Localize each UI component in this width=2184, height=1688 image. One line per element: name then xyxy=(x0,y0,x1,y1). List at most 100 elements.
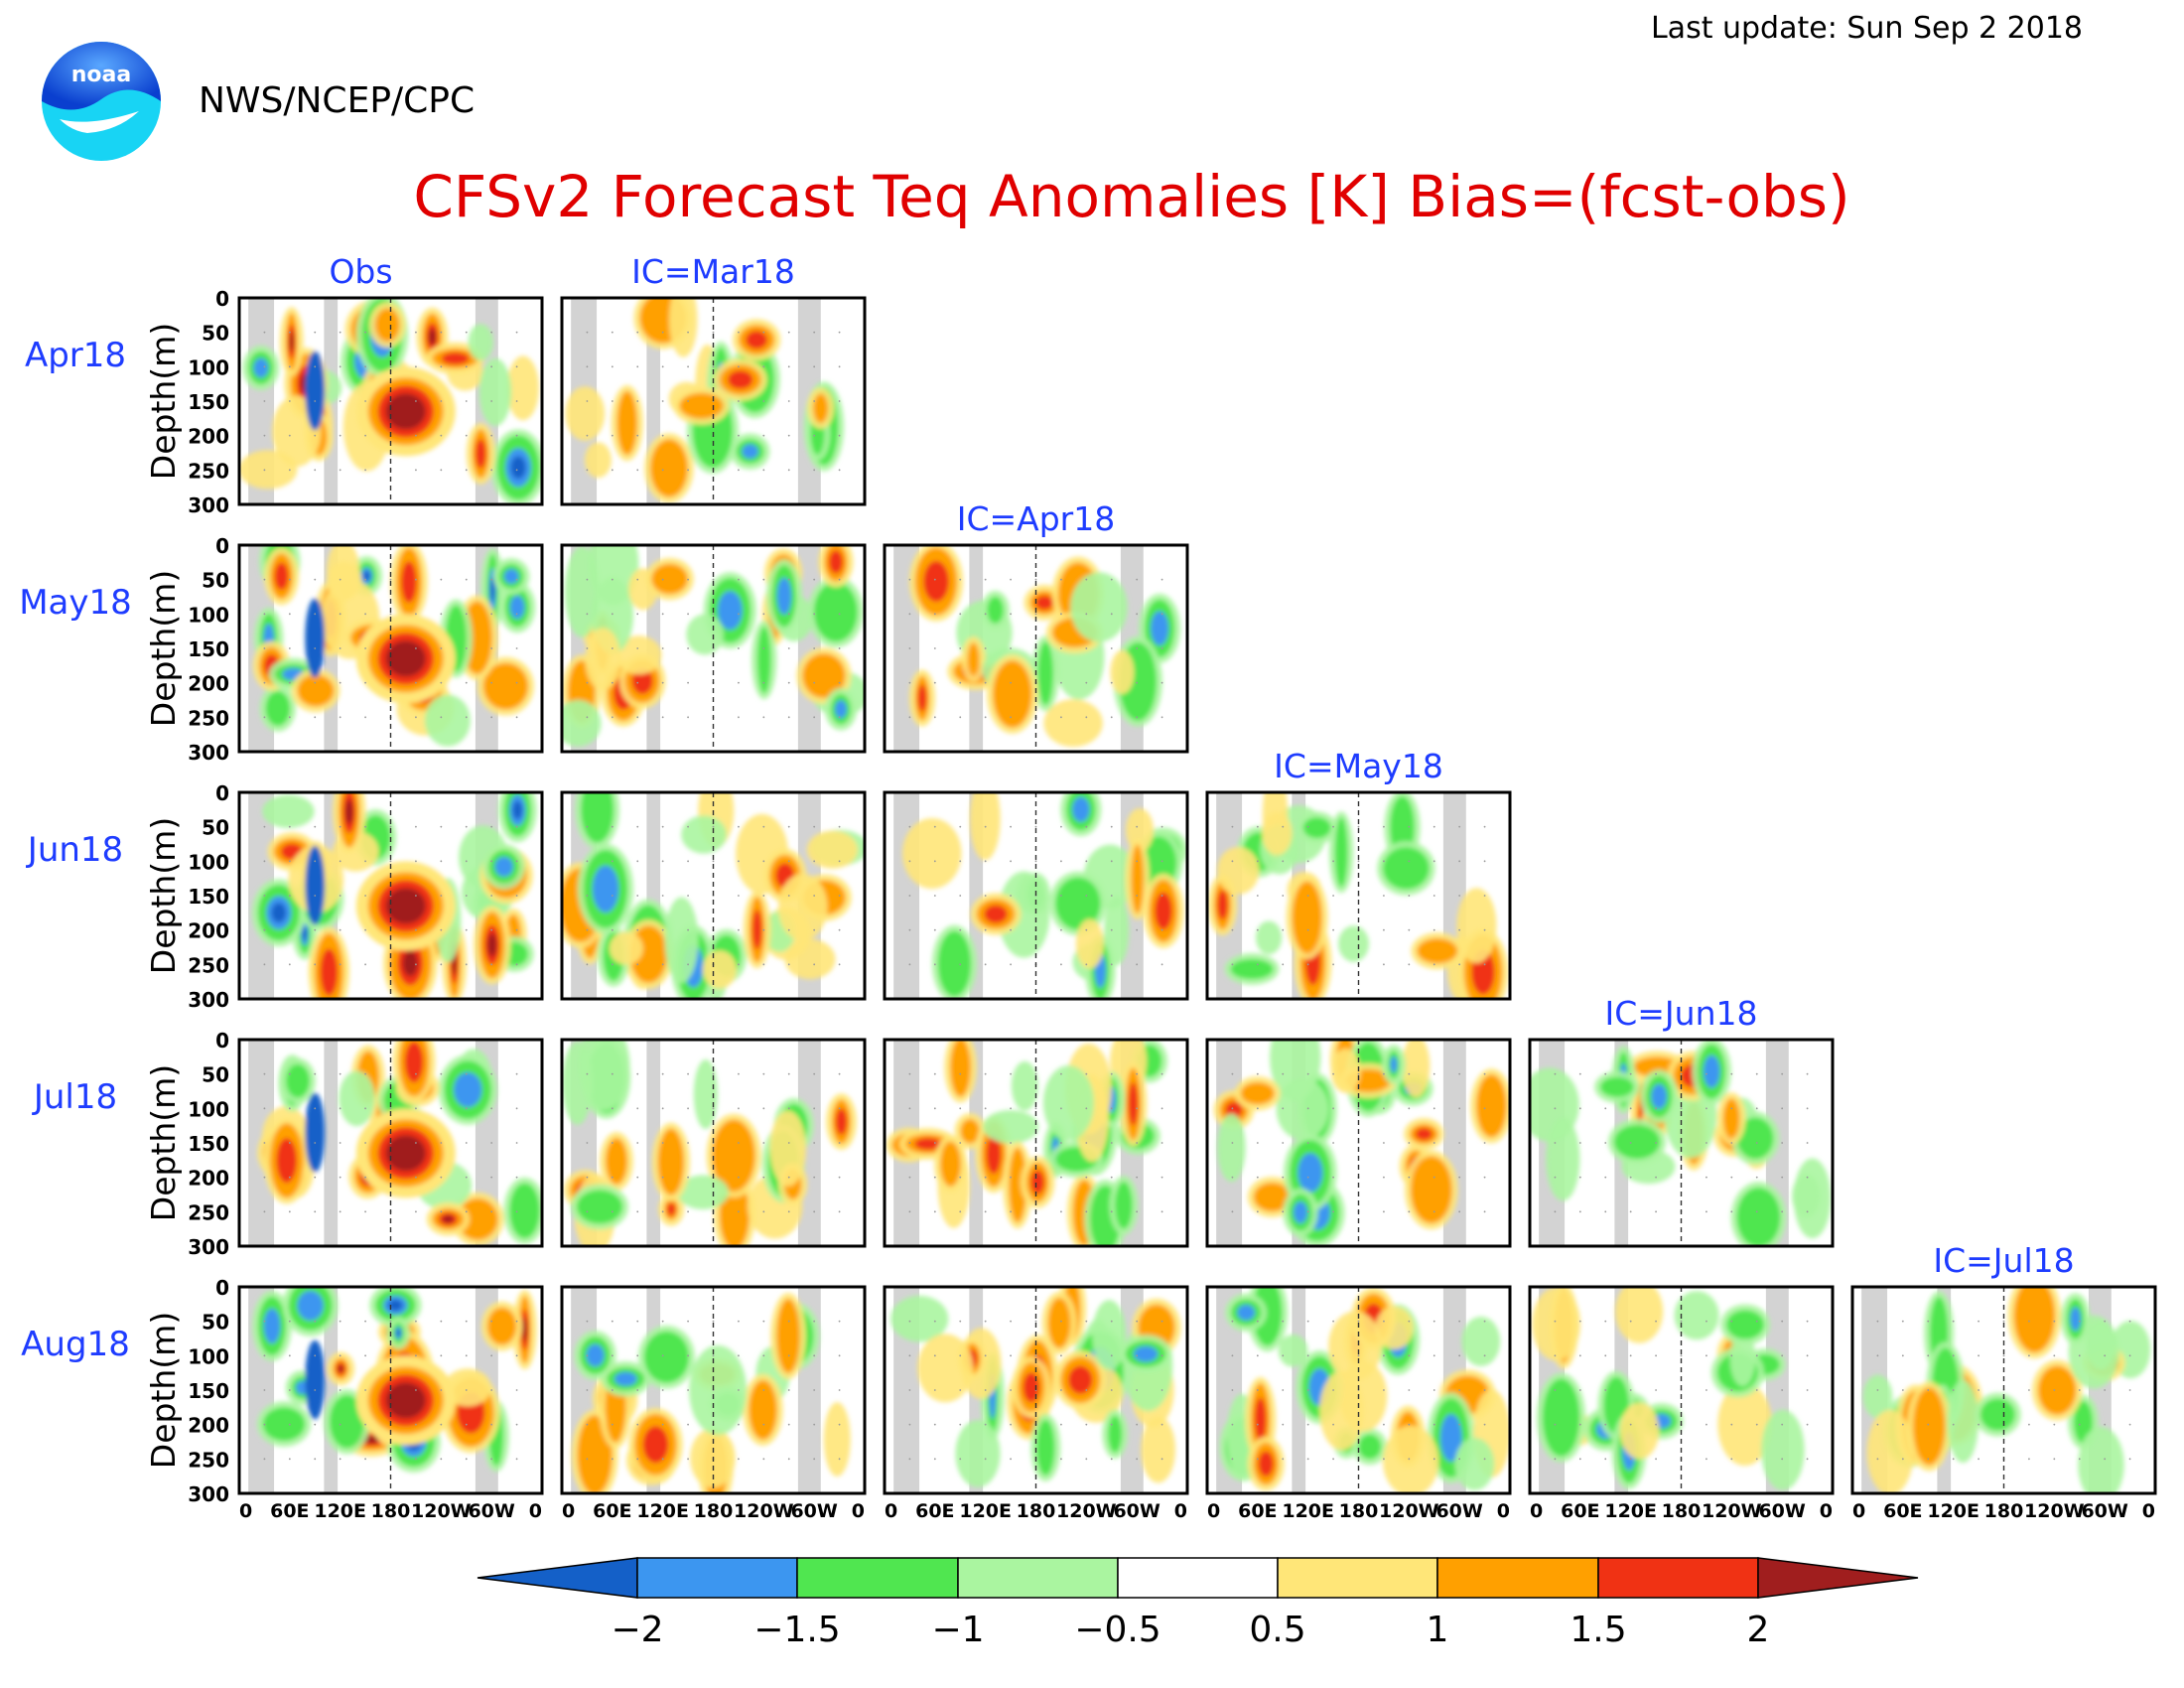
heatmap-panel xyxy=(237,296,544,506)
last-update-text: Last update: Sun Sep 2 2018 xyxy=(1651,11,2083,46)
anomaly-blob xyxy=(631,667,653,694)
grid-dot xyxy=(687,1142,689,1144)
anomaly-blob xyxy=(1115,1182,1133,1229)
grid-dot xyxy=(465,331,468,334)
grid-dot xyxy=(1383,825,1385,828)
panel-contents xyxy=(1207,1040,1510,1246)
grid-dot xyxy=(339,963,341,966)
grid-dot xyxy=(1806,1320,1809,1323)
grid-dot xyxy=(933,1458,936,1461)
anomaly-blob xyxy=(1615,1287,1664,1343)
grid-dot xyxy=(636,716,639,719)
grid-dot xyxy=(1136,928,1139,931)
grid-dot xyxy=(813,578,816,581)
grid-dot xyxy=(813,928,816,931)
grid-dot xyxy=(389,365,392,368)
grid-dot xyxy=(364,1423,366,1426)
grid-dot xyxy=(838,365,841,368)
grid-dot xyxy=(314,895,317,897)
anomaly-blob xyxy=(487,932,497,957)
grid-dot xyxy=(959,1072,962,1075)
grid-dot xyxy=(490,434,493,437)
grid-dot xyxy=(1578,1389,1581,1391)
grid-dot xyxy=(959,681,962,684)
grid-dot xyxy=(1408,1176,1411,1179)
grid-dot xyxy=(1755,1458,1758,1461)
grid-dot xyxy=(787,1423,790,1426)
grid-dot xyxy=(1282,1423,1285,1426)
grid-dot xyxy=(2078,1458,2081,1461)
grid-dot xyxy=(1110,1354,1113,1357)
anomaly-blob xyxy=(823,1402,851,1477)
anomaly-blob xyxy=(1793,1158,1832,1239)
anomaly-blob xyxy=(1722,1098,1740,1139)
grid-dot xyxy=(465,365,468,368)
grid-dot xyxy=(1306,1142,1309,1144)
grid-dot xyxy=(364,469,366,472)
grid-dot xyxy=(661,1142,664,1144)
grid-dot xyxy=(1604,1142,1607,1144)
grid-dot xyxy=(738,825,740,828)
grid-dot xyxy=(1110,578,1113,581)
grid-dot xyxy=(314,716,317,719)
grid-dot xyxy=(339,434,341,437)
anomaly-blob xyxy=(302,926,308,941)
grid-dot xyxy=(465,1072,468,1075)
anomaly-blob xyxy=(917,684,927,712)
grid-dot xyxy=(661,331,664,334)
grid-dot xyxy=(959,1176,962,1179)
grid-dot xyxy=(1433,825,1435,828)
colorbar-tick-label: −1.5 xyxy=(753,1610,840,1650)
anomaly-blob xyxy=(614,1371,637,1386)
grid-dot xyxy=(1110,716,1113,719)
grid-dot xyxy=(440,928,443,931)
grid-dot xyxy=(2053,1458,2056,1461)
y-tick-label: 150 xyxy=(188,637,229,661)
grid-dot xyxy=(611,1389,614,1391)
y-axis-label: Depth(m) xyxy=(144,817,183,974)
anomaly-blob xyxy=(565,386,606,441)
anomaly-blob xyxy=(584,442,612,479)
grid-dot xyxy=(586,578,589,581)
grid-dot xyxy=(661,1176,664,1179)
grid-dot xyxy=(263,365,266,368)
grid-dot xyxy=(314,860,317,863)
grid-dot xyxy=(288,1354,291,1357)
anomaly-blob xyxy=(444,1368,491,1407)
grid-dot xyxy=(364,1389,366,1391)
grid-dot xyxy=(1136,613,1139,616)
grid-dot xyxy=(908,613,911,616)
grid-dot xyxy=(838,1320,841,1323)
grid-dot xyxy=(611,963,614,966)
grid-dot xyxy=(1010,716,1012,719)
grid-dot xyxy=(636,1354,639,1357)
anomaly-blob xyxy=(1542,1378,1580,1457)
anomaly-blob xyxy=(1947,1379,1979,1464)
grid-dot xyxy=(1383,1176,1385,1179)
anomaly-blob xyxy=(326,561,362,600)
grid-dot xyxy=(636,1458,639,1461)
grid-dot xyxy=(288,928,291,931)
anomaly-blob xyxy=(1128,1081,1139,1126)
anomaly-blob xyxy=(702,950,737,989)
grid-dot xyxy=(1730,1458,1733,1461)
grid-dot xyxy=(1458,1142,1461,1144)
anomaly-blob xyxy=(1651,1083,1668,1109)
grid-dot xyxy=(2078,1320,2081,1323)
grid-dot xyxy=(738,1320,740,1323)
grid-dot xyxy=(339,1176,341,1179)
grid-dot xyxy=(636,365,639,368)
grid-dot xyxy=(1781,1210,1784,1213)
grid-dot xyxy=(661,1389,664,1391)
grid-dot xyxy=(1282,1210,1285,1213)
grid-dot xyxy=(1483,1320,1486,1323)
anomaly-blob xyxy=(987,596,1004,624)
grid-dot xyxy=(515,1210,518,1213)
grid-dot xyxy=(762,1107,765,1110)
grid-dot xyxy=(1282,963,1285,966)
grid-dot xyxy=(1978,1354,1979,1357)
x-tick-label: 60E xyxy=(1883,1500,1922,1522)
grid-dot xyxy=(339,1458,341,1461)
grid-dot xyxy=(1901,1423,1904,1426)
grid-dot xyxy=(415,716,417,719)
